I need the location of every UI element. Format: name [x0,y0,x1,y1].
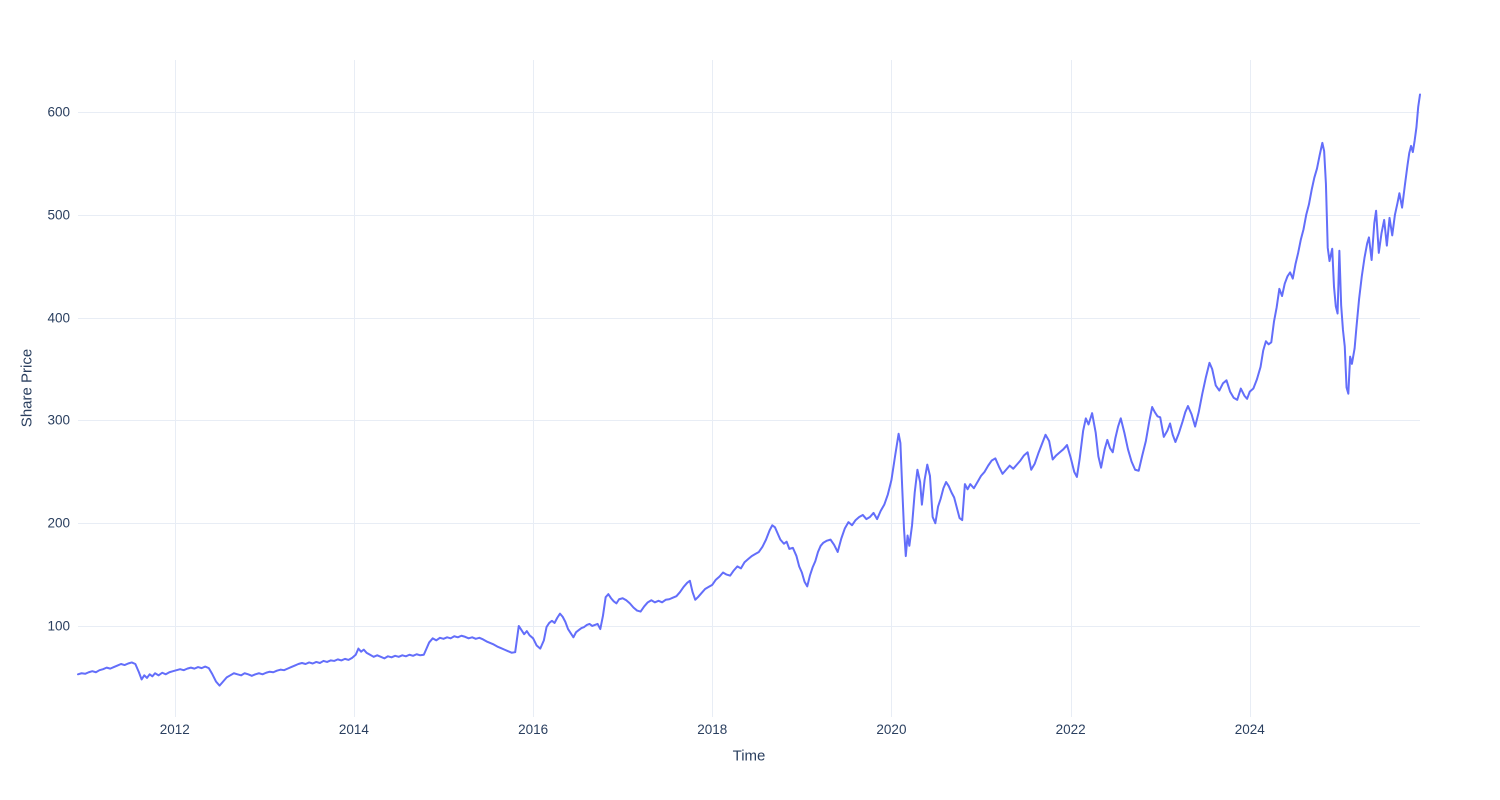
x-tick-label: 2012 [159,722,190,737]
x-tick-label: 2014 [338,722,369,737]
x-tick-label: 2018 [697,722,728,737]
x-tick-label: 2022 [1055,722,1086,737]
y-tick-label: 100 [47,618,70,634]
x-tick-label: 2020 [876,722,907,737]
x-tick-label: 2024 [1234,722,1265,737]
y-tick-label: 500 [47,207,70,223]
y-tick-label: 200 [47,515,70,531]
y-tick-label: 600 [47,104,70,120]
x-axis-title: Time [732,747,766,765]
y-tick-label: 300 [47,412,70,428]
y-axis-title: Share Price [18,348,36,428]
y-tick-label: 400 [47,310,70,326]
price-line-series[interactable] [77,93,1421,687]
x-tick-label: 2016 [518,722,549,737]
